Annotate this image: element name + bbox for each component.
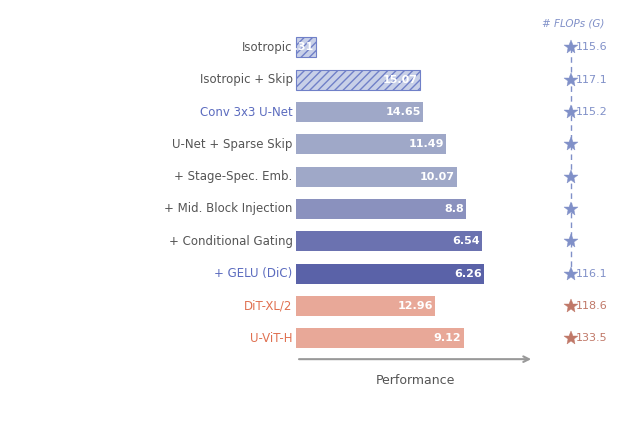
Text: Isotropic + Skip: Isotropic + Skip: [200, 73, 292, 86]
Bar: [296, 296, 435, 316]
Text: 116.1: 116.1: [575, 269, 607, 279]
Text: 115.6: 115.6: [575, 42, 607, 52]
Text: Isotropic: Isotropic: [242, 41, 292, 54]
Text: 133.5: 133.5: [575, 333, 607, 343]
Bar: [296, 328, 463, 348]
Bar: [296, 231, 483, 251]
Text: + Conditional Gating: + Conditional Gating: [168, 235, 292, 248]
Bar: [296, 134, 446, 154]
Text: 6.54: 6.54: [452, 236, 480, 246]
Text: + Stage-Spec. Emb.: + Stage-Spec. Emb.: [174, 170, 292, 183]
Text: 115.2: 115.2: [575, 107, 607, 117]
Bar: [296, 102, 423, 122]
Text: U-ViT-H: U-ViT-H: [250, 332, 292, 345]
Text: 11.49: 11.49: [408, 140, 444, 149]
Text: 117.1: 117.1: [575, 75, 607, 85]
Text: 14.65: 14.65: [385, 107, 421, 117]
Text: 118.6: 118.6: [575, 301, 607, 311]
Text: 15.07: 15.07: [383, 75, 418, 85]
Text: + GELU (DiC): + GELU (DiC): [214, 267, 292, 280]
Text: Conv 3x3 U-Net: Conv 3x3 U-Net: [200, 105, 292, 118]
Text: 6.26: 6.26: [454, 269, 483, 279]
Text: 10.07: 10.07: [419, 172, 454, 181]
Bar: [296, 38, 316, 57]
Bar: [296, 264, 484, 283]
Bar: [296, 199, 466, 219]
Text: 8.8: 8.8: [444, 204, 464, 214]
Text: Performance: Performance: [376, 374, 455, 387]
Text: U-Net + Sparse Skip: U-Net + Sparse Skip: [172, 138, 292, 151]
Text: 29.31: 29.31: [278, 42, 314, 52]
Bar: [296, 167, 456, 187]
Text: + Mid. Block Injection: + Mid. Block Injection: [164, 203, 292, 216]
Text: 9.12: 9.12: [434, 333, 461, 343]
Text: # FLOPs (G): # FLOPs (G): [541, 18, 604, 28]
Bar: [296, 70, 420, 90]
Text: DiT-XL/2: DiT-XL/2: [244, 299, 292, 312]
Text: 12.96: 12.96: [398, 301, 433, 311]
